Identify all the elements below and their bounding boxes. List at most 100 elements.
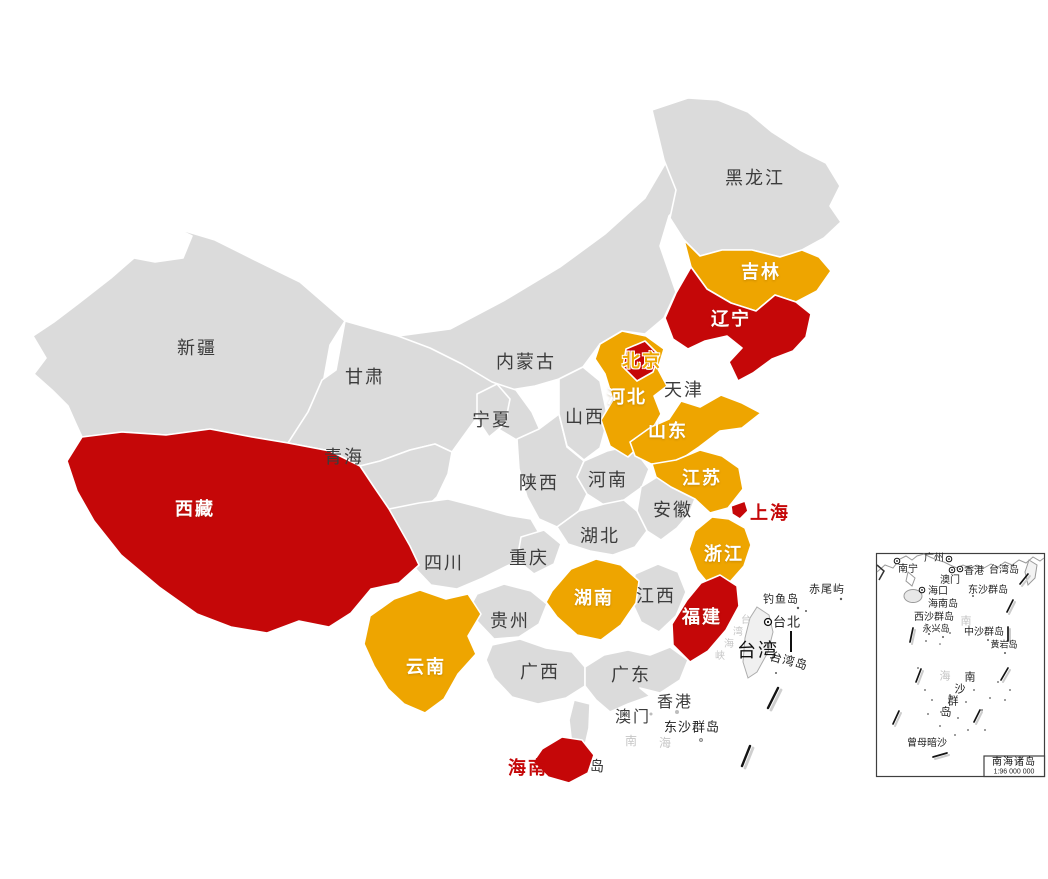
province-shape-beijing[interactable] xyxy=(622,340,660,382)
chiwei-islet-dot xyxy=(839,597,843,601)
south-china-sea-label-hai: 海 xyxy=(658,736,672,750)
province-label-macau: 澳门 xyxy=(614,709,652,726)
inset-label-hainan-island: 海南岛 xyxy=(928,599,958,610)
inset-corner-title-box xyxy=(983,755,1046,778)
inset-label-haikou: 海口 xyxy=(928,586,948,597)
province-label-gansu: 甘肃 xyxy=(345,367,385,387)
inset-nansha-label-char: 群 xyxy=(947,695,959,708)
inset-label-hongkong: 香港 xyxy=(964,566,984,577)
diaoyu-island-label: 钓鱼岛 xyxy=(763,593,799,606)
province-shape-shanghai[interactable] xyxy=(730,500,749,520)
province-label-jiangxi: 江西 xyxy=(636,586,676,606)
province-label-jiangsu: 江苏 xyxy=(682,468,722,488)
inset-nine-dash-line xyxy=(892,573,1031,760)
province-label-yunnan: 云南 xyxy=(406,657,446,677)
taiwan-strait-label-char: 海 xyxy=(724,639,734,650)
province-shape-heilongjiang[interactable] xyxy=(651,97,842,258)
province-shape-ningxia[interactable] xyxy=(476,383,511,438)
nine-dash-segment xyxy=(766,686,780,710)
province-label-chongqing: 重庆 xyxy=(509,548,549,568)
province-shape-yunnan[interactable] xyxy=(363,589,482,714)
inset-label-yongxing: 永兴岛 xyxy=(922,623,950,634)
inset-label-zhongsha: 中沙群岛 xyxy=(964,627,1004,638)
south-china-sea-label-nan: 南 xyxy=(624,734,638,748)
inset-corner-scale: 1:96 000 000 xyxy=(993,768,1035,776)
province-label-sichuan: 四川 xyxy=(424,553,464,573)
taiwan-strait-label-char: 湾 xyxy=(733,627,743,638)
inset-label-dongsha: 东沙群岛 xyxy=(968,585,1008,596)
inset-label-xisha: 西沙群岛 xyxy=(914,612,954,623)
chiwei-island-label: 赤尾屿 xyxy=(809,583,845,596)
inset-island-dots xyxy=(917,595,1011,736)
province-shape-xizang[interactable] xyxy=(66,428,420,634)
province-label-beijing: 北京 xyxy=(622,351,662,371)
province-label-hebei: 河北 xyxy=(607,387,647,407)
nine-dash-segment xyxy=(743,746,755,770)
province-shapes-default xyxy=(32,97,842,751)
province-label-hunan: 湖南 xyxy=(574,588,614,608)
province-shape-guangxi[interactable] xyxy=(485,638,586,705)
province-label-anhui: 安徽 xyxy=(653,500,693,520)
province-label-guangdong: 广东 xyxy=(611,665,651,685)
inset-leizhou xyxy=(905,571,916,587)
inset-label-taiwan-island: 台湾岛 xyxy=(989,565,1019,576)
province-label-qinghai: 青海 xyxy=(324,447,364,467)
province-label-taiwan: 台湾 xyxy=(736,640,780,662)
diaoyu-islet-dot xyxy=(805,610,807,612)
inset-frame xyxy=(875,552,1046,778)
province-label-neimenggu: 内蒙古 xyxy=(496,352,556,372)
province-shape-shanxi[interactable] xyxy=(558,366,609,461)
province-label-hainan: 海南 xyxy=(508,758,548,778)
nine-dash-segment xyxy=(740,744,752,768)
inset-label-huangyan: 黄岩岛 xyxy=(990,639,1018,650)
province-shape-fujian[interactable] xyxy=(671,574,740,663)
province-label-shaanxi: 陕西 xyxy=(519,473,559,493)
province-shape-guangdong[interactable] xyxy=(584,646,689,713)
macau-dot[interactable] xyxy=(649,712,653,716)
south-china-sea-inset xyxy=(875,552,1046,778)
islet-dot xyxy=(775,672,777,674)
taiwan-strait-label-char: 峡 xyxy=(715,651,725,662)
dongsha-islet-dot xyxy=(699,738,703,742)
province-shape-tianjin[interactable] xyxy=(658,353,687,405)
province-shape-jiangxi[interactable] xyxy=(630,563,687,633)
inset-label-guangzhou: 广州 xyxy=(924,553,944,564)
inset-hainan-island xyxy=(903,589,923,603)
taiwan-strait-label-char: 台 xyxy=(741,615,751,626)
inset-corner-title: 南海诸岛 xyxy=(992,757,1036,768)
province-label-fujian: 福建 xyxy=(682,607,722,627)
province-shape-hunan[interactable] xyxy=(545,558,640,641)
province-shape-xinjiang[interactable] xyxy=(32,227,346,444)
province-shape-zhejiang[interactable] xyxy=(688,516,752,588)
province-shape-hubei[interactable] xyxy=(556,499,648,556)
taipei-city-label: 台北 xyxy=(772,614,802,630)
province-shape-jiangsu[interactable] xyxy=(651,449,744,514)
inset-nansha-label-char: 沙 xyxy=(954,683,966,696)
province-shape-chongqing[interactable] xyxy=(516,529,562,575)
province-label-tianjin: 天津 xyxy=(664,380,704,400)
province-label-jilin: 吉林 xyxy=(741,262,781,282)
province-label-henan: 河南 xyxy=(588,470,628,490)
province-label-liaoning: 辽宁 xyxy=(711,309,751,329)
main-map-marks xyxy=(699,597,843,770)
inset-sea-label-nan: 南 xyxy=(960,615,972,628)
inset-city-markers xyxy=(893,555,964,594)
inset-label-nanning: 南宁 xyxy=(898,564,918,575)
inset-sea-label-hai: 海 xyxy=(939,670,951,683)
province-label-guangxi: 广西 xyxy=(520,662,560,682)
province-label-xinjiang: 新疆 xyxy=(177,338,217,358)
hongkong-dot[interactable] xyxy=(675,710,679,714)
province-label-zhejiang: 浙江 xyxy=(704,544,744,564)
province-label-ningxia: 宁夏 xyxy=(472,410,512,430)
province-label-xizang: 西藏 xyxy=(175,499,215,519)
inset-nansha-label-char: 南 xyxy=(964,671,976,684)
nine-dash-segment xyxy=(769,688,783,712)
inset-nansha-label-char: 岛 xyxy=(940,706,952,719)
province-label-hubei: 湖北 xyxy=(580,526,620,546)
province-shape-liaoning[interactable] xyxy=(664,266,812,382)
province-shape-hainan[interactable] xyxy=(532,736,595,784)
province-label-guizhou: 贵州 xyxy=(490,611,530,631)
dongsha-islands-label: 东沙群岛 xyxy=(663,719,721,735)
